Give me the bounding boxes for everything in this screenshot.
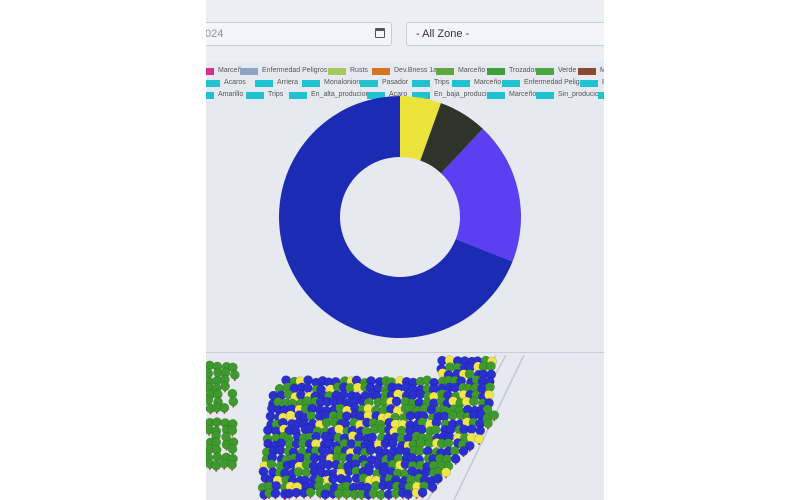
legend-label: Sin_producion bbox=[558, 91, 603, 98]
tree-marker[interactable] bbox=[450, 453, 461, 465]
tree-marker[interactable] bbox=[299, 487, 309, 499]
tree-marker[interactable] bbox=[400, 459, 411, 471]
tree-marker[interactable] bbox=[291, 487, 302, 499]
tree-marker[interactable] bbox=[220, 381, 230, 393]
tree-marker[interactable] bbox=[228, 396, 239, 408]
legend-swatch bbox=[372, 68, 390, 75]
legend-swatch bbox=[255, 80, 273, 87]
tree-marker[interactable] bbox=[349, 489, 360, 500]
zone-select[interactable]: - All Zone - bbox=[406, 22, 604, 46]
calendar-icon[interactable] bbox=[375, 28, 385, 38]
legend-label: Trips bbox=[268, 91, 284, 98]
legend-label: Enfermedad Peligros bbox=[524, 79, 590, 86]
legend-swatch bbox=[367, 92, 385, 99]
legend-label: Dev.Bness 1a bbox=[394, 67, 438, 74]
tree-marker[interactable] bbox=[427, 482, 438, 494]
tree-marker[interactable] bbox=[338, 452, 349, 464]
donut-slice-4[interactable] bbox=[279, 96, 513, 338]
legend-row-1: Marceño Enfermedad Peligros Rusts Dev.Bn… bbox=[206, 66, 604, 78]
legend-row-3: Amarillo Trips En_alta_producion Acaro E… bbox=[206, 90, 604, 102]
legend-label: Pasador bbox=[382, 79, 409, 86]
legend-swatch bbox=[452, 80, 470, 87]
tree-marker[interactable] bbox=[341, 488, 352, 500]
tree-marker[interactable] bbox=[305, 487, 316, 499]
legend-label: Acaros bbox=[224, 79, 246, 86]
legend-label: Verde bbox=[558, 67, 577, 74]
legend-swatch bbox=[206, 68, 214, 75]
tree-marker[interactable] bbox=[441, 467, 451, 479]
tree-marker[interactable] bbox=[270, 488, 281, 500]
donut-slice-3[interactable] bbox=[441, 128, 521, 262]
legend-swatch bbox=[289, 92, 307, 99]
tree-marker[interactable] bbox=[489, 410, 500, 422]
donut-slice-2[interactable] bbox=[420, 103, 483, 174]
tree-marker[interactable] bbox=[464, 440, 475, 452]
legend-swatch bbox=[412, 92, 430, 99]
legend-label: Ma bbox=[600, 67, 604, 74]
legend-row-2: Acaros Arriera Monalonion Pasador Trips … bbox=[206, 78, 604, 90]
legend-label: Trozador bbox=[509, 67, 537, 74]
legend-label: Amarillo bbox=[218, 91, 244, 98]
legend-label: En_alta_producion bbox=[311, 91, 370, 98]
tree-marker[interactable] bbox=[433, 473, 443, 485]
tree-marker[interactable] bbox=[219, 402, 230, 414]
legend-swatch bbox=[502, 80, 520, 87]
legend-label: P bbox=[602, 79, 604, 86]
legend-label: Marceño bbox=[458, 67, 486, 74]
tree-marker[interactable] bbox=[417, 487, 428, 499]
legend-swatch bbox=[487, 92, 505, 99]
tree-marker[interactable] bbox=[227, 459, 237, 471]
legend-swatch bbox=[487, 68, 505, 75]
date-input-value: 024 bbox=[206, 28, 224, 40]
plant-map[interactable] bbox=[206, 355, 604, 500]
tree-marker[interactable] bbox=[211, 402, 222, 414]
legend-swatch bbox=[580, 80, 598, 87]
filter-bar: 024 - All Zone - bbox=[206, 0, 604, 62]
tree-marker[interactable] bbox=[229, 370, 240, 381]
tree-marker[interactable] bbox=[227, 444, 238, 456]
legend-swatch bbox=[328, 68, 346, 75]
legend-swatch bbox=[206, 92, 214, 99]
monitor-screen: 024 - All Zone - Marceño Enfermedad Peli… bbox=[206, 0, 604, 500]
legend-swatch bbox=[536, 92, 554, 99]
legend-swatch bbox=[240, 68, 258, 75]
legend-swatch bbox=[536, 68, 554, 75]
tree-marker[interactable] bbox=[458, 446, 469, 458]
legend-swatch bbox=[360, 80, 378, 87]
tree-marker[interactable] bbox=[403, 489, 414, 500]
legend-label: Acaro bbox=[389, 91, 408, 98]
legend-label: En_baja_producion bbox=[434, 91, 495, 98]
donut-slice-1[interactable] bbox=[400, 96, 441, 161]
legend-swatch bbox=[578, 68, 596, 75]
legend-swatch bbox=[412, 80, 430, 87]
tree-marker[interactable] bbox=[474, 434, 484, 445]
legend-label: Monalonion bbox=[324, 79, 361, 86]
legend-label: Trips bbox=[434, 79, 450, 86]
donut-chart bbox=[279, 96, 521, 338]
legend-swatch bbox=[598, 92, 604, 99]
legend-swatch bbox=[206, 80, 220, 87]
zone-select-value: - All Zone - bbox=[416, 28, 470, 40]
tree-marker[interactable] bbox=[227, 425, 238, 437]
legend-label: Marceño bbox=[474, 79, 502, 86]
legend-label: Rusts bbox=[350, 67, 368, 74]
tree-marker[interactable] bbox=[375, 489, 386, 500]
legend-label: Enfermedad Peligros bbox=[262, 67, 328, 74]
legend-swatch bbox=[436, 68, 454, 75]
date-input[interactable]: 024 bbox=[206, 22, 392, 46]
legend-label: Arriera bbox=[277, 79, 299, 86]
legend-swatch bbox=[302, 80, 320, 87]
tree-marker[interactable] bbox=[468, 396, 479, 408]
tree-marker[interactable] bbox=[483, 418, 493, 430]
legend-label: Marceño bbox=[509, 91, 537, 98]
legend-swatch bbox=[246, 92, 264, 99]
section-divider bbox=[206, 352, 604, 353]
legend-label: Marceño bbox=[218, 67, 246, 74]
